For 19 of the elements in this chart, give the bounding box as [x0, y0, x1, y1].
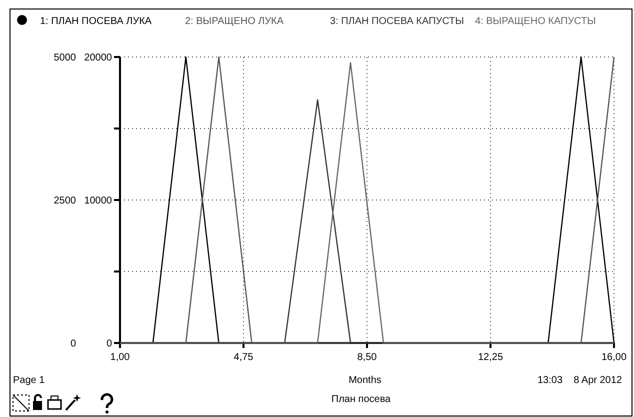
y-tick-label: 20000	[84, 52, 112, 64]
text: 4: ВЫРАЩЕНО КАПУСТЫ	[475, 16, 596, 27]
y2-tick-label: 0	[70, 338, 76, 350]
y2-tick-label: 2500	[54, 196, 76, 206]
x-tick-label: 4,75	[234, 352, 254, 363]
text: 2: ВЫРАЩЕНО ЛУКА	[185, 16, 284, 27]
text: 3: ПЛАН ПОСЕВА КАПУСТЫ	[330, 16, 464, 27]
text: План посева	[331, 394, 392, 405]
text: Page 1	[13, 375, 46, 386]
y2-tick-label: 5000	[54, 52, 76, 64]
x-tick-label: 16,00	[601, 352, 627, 363]
x-axis-title: Months	[348, 375, 382, 386]
legend-label: 1: ПЛАН ПОСЕВА ЛУКА	[40, 16, 152, 27]
x-tick-label: 12,25	[478, 352, 504, 363]
y-tick-label: 10000	[84, 196, 112, 206]
x-tick-label: 1,00	[110, 352, 130, 363]
text: 13:03 8 Apr 2012	[537, 375, 622, 386]
x-tick-label: 8,50	[357, 352, 378, 363]
y-tick-label: 0	[106, 338, 112, 350]
